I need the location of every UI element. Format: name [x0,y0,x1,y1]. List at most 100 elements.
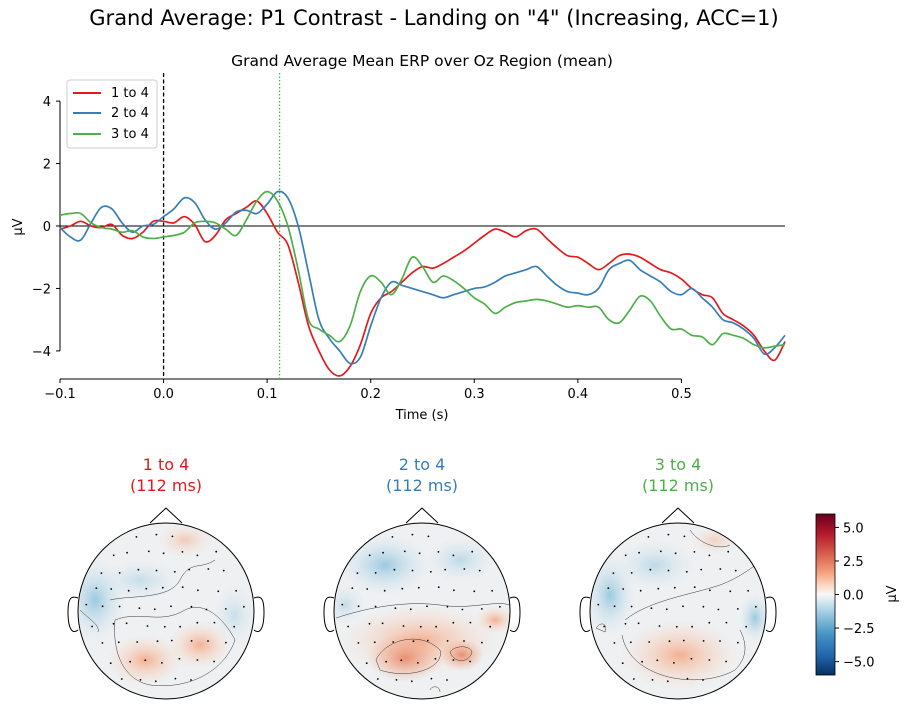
sensor-dot [368,554,371,557]
sensor-dot [403,550,406,553]
topomap-2-nose [405,507,439,524]
sensor-dot [368,622,371,625]
sensor-dot [207,640,209,642]
sensor-dot [673,662,675,664]
sensor-dot [401,587,404,590]
sensor-dot [173,570,176,573]
y-tick-label: 0 [43,220,51,235]
x-tick-label: 0.3 [464,387,485,402]
sensor-dot [126,551,128,554]
sensor-dot [452,659,455,661]
sensor-dot [365,662,368,665]
sensor-dot [649,568,652,571]
sensor-dot [682,639,685,642]
sensor-dot [708,659,711,661]
legend-label-2: 2 to 4 [111,106,149,121]
legend-label-3: 3 to 4 [111,127,149,142]
sensor-dot [101,642,104,644]
sensor-dot [356,572,359,574]
sensor-dot [444,568,447,571]
topomap-title-1: 1 to 4 [143,455,190,474]
y-tick-label: 4 [43,95,51,110]
sensor-dot [412,640,415,643]
sensor-dot [145,587,148,590]
sensor-dot [708,554,711,557]
sensor-dot [736,608,739,610]
sensor-dot [170,639,173,642]
x-tick-label: 0.2 [360,387,381,402]
sensor-dot [639,589,642,592]
topomap-title-3: 3 to 4 [655,455,702,474]
series-line-1 [59,200,786,377]
sensor-dot [366,588,369,590]
sensor-dot [196,554,199,557]
topomap-1-right-ear [253,596,265,633]
topomap-1-left-ear [67,596,79,633]
sensor-dot [213,660,216,663]
sensor-dot [170,605,172,608]
sensor-dot [621,662,624,665]
sensor-dot [666,680,669,683]
sensor-dot [658,625,661,627]
topomap-3 [579,507,777,700]
sensor-dot [686,677,689,680]
sensor-dot [243,605,245,608]
topomap-3-head [589,522,767,700]
sensor-dot [101,605,104,608]
x-axis-label: Time (s) [395,408,449,423]
sensor-dot [357,642,360,644]
sensor-dot [418,552,421,555]
sensor-dot [437,551,440,553]
topomap-time-2: (112 ms) [386,476,458,495]
figure-title: Grand Average: P1 Contrast - Landing on … [89,6,778,30]
sensor-dot [144,659,147,662]
sensor-dot [650,607,653,610]
sensor-dot [417,586,420,589]
sensor-dot [129,660,132,663]
sensor-dot [607,587,610,589]
sensor-dot [675,625,678,628]
sensor-dot [725,621,728,624]
sensor-dot [453,589,455,592]
sensor-dot [376,678,379,680]
sensor-dot [409,608,412,611]
sensor-dot [426,605,428,608]
sensor-dot [622,588,625,590]
sensor-dot [411,533,414,536]
sensor-dot [357,605,360,608]
sensor-dot [381,622,384,625]
sensor-dot [641,660,643,663]
sensor-dot [100,572,103,574]
sensor-dot [429,570,432,573]
sensor-dot [154,680,157,683]
sensor-dot [437,586,440,589]
sensor-dot [717,608,720,611]
sensor-dot [118,572,121,574]
sensor-dot [446,640,449,642]
sensor-dot [127,589,130,592]
colorbar-label: µV [885,585,900,602]
sensor-dot [155,533,158,536]
sensor-dot [702,640,705,642]
sensor-dot [719,568,722,570]
sensor-dot [382,551,384,554]
sensor-dot [110,588,113,590]
sensor-dot [480,608,483,610]
sensor-dot [729,590,732,593]
topomap-3-sensors [597,533,757,683]
sensor-dot [691,625,693,628]
sensor-dot [708,621,711,624]
sensor-dot [391,536,394,538]
sensor-dot [725,660,727,663]
sensor-dot [235,589,238,592]
erp-line-chart: Grand Average Mean ERP over Oz Region (m… [11,52,786,423]
sensor-dot [637,622,640,625]
sensor-dot [630,605,633,608]
sensor-dot [225,641,227,644]
sensor-dot [135,536,138,538]
sensor-dot [347,625,349,628]
sensor-dot [613,642,616,644]
sensor-dot [481,641,483,644]
sensor-dot [190,605,193,608]
chart-title: Grand Average Mean ERP over Oz Region (m… [231,52,613,70]
